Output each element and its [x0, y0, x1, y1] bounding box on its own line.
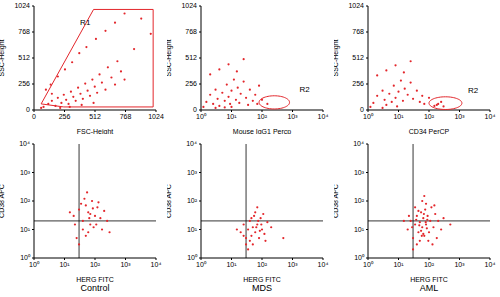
svg-text:10²: 10² — [257, 261, 268, 268]
svg-text:R2: R2 — [300, 85, 311, 94]
svg-text:10³: 10³ — [20, 169, 31, 176]
svg-text:FSC-Height: FSC-Height — [77, 128, 114, 134]
svg-text:768: 768 — [18, 28, 30, 35]
svg-text:CD34 PerCP: CD34 PerCP — [409, 128, 450, 134]
svg-text:Mouse IgG1 Percp: Mouse IgG1 Percp — [233, 128, 291, 134]
svg-text:0: 0 — [193, 106, 197, 113]
svg-text:768: 768 — [120, 113, 132, 120]
svg-text:10¹: 10¹ — [393, 113, 404, 120]
svg-text:HERG FITC: HERG FITC — [243, 276, 281, 282]
svg-text:10²: 10² — [20, 197, 31, 204]
svg-text:1024: 1024 — [181, 2, 197, 9]
svg-text:10¹: 10¹ — [226, 261, 237, 268]
svg-text:512: 512 — [185, 54, 197, 61]
svg-text:10³: 10³ — [454, 113, 465, 120]
svg-text:10⁰: 10⁰ — [363, 113, 374, 120]
svg-text:R2: R2 — [468, 86, 479, 95]
svg-text:10¹: 10¹ — [187, 226, 198, 233]
svg-text:10⁴: 10⁴ — [186, 140, 197, 147]
svg-text:10⁰: 10⁰ — [29, 261, 40, 268]
svg-text:10¹: 10¹ — [20, 226, 31, 233]
html-text:AML: AML — [419, 283, 439, 293]
svg-text:10¹: 10¹ — [59, 261, 70, 268]
svg-text:10²: 10² — [354, 197, 365, 204]
svg-text:256: 256 — [18, 80, 30, 87]
svg-text:HERG FITC: HERG FITC — [76, 276, 114, 282]
svg-text:10⁰: 10⁰ — [363, 261, 374, 268]
svg-text:10³: 10³ — [354, 169, 365, 176]
svg-text:10¹: 10¹ — [226, 113, 237, 120]
svg-text:10³: 10³ — [287, 113, 298, 120]
svg-text:10⁰: 10⁰ — [196, 261, 207, 268]
svg-text:512: 512 — [89, 113, 101, 120]
svg-text:1024: 1024 — [14, 2, 30, 9]
svg-text:10⁴: 10⁴ — [485, 261, 492, 268]
svg-text:10²: 10² — [424, 261, 435, 268]
svg-text:10⁴: 10⁴ — [485, 113, 492, 120]
svg-text:10⁴: 10⁴ — [318, 261, 329, 268]
svg-text:HERG FITC: HERG FITC — [410, 276, 448, 282]
svg-text:10³: 10³ — [454, 261, 465, 268]
svg-text:1024: 1024 — [148, 113, 164, 120]
svg-text:0: 0 — [26, 106, 30, 113]
svg-text:10³: 10³ — [120, 261, 131, 268]
svg-text:10²: 10² — [187, 197, 198, 204]
svg-text:0: 0 — [32, 113, 36, 120]
svg-text:768: 768 — [352, 28, 364, 35]
svg-text:10⁴: 10⁴ — [353, 140, 364, 147]
svg-text:10³: 10³ — [187, 169, 198, 176]
svg-text:10²: 10² — [90, 261, 101, 268]
svg-text:0: 0 — [360, 106, 364, 113]
svg-text:10⁴: 10⁴ — [151, 261, 162, 268]
svg-text:768: 768 — [185, 28, 197, 35]
svg-text:10⁰: 10⁰ — [196, 113, 207, 120]
svg-text:10²: 10² — [424, 113, 435, 120]
svg-text:10¹: 10¹ — [354, 226, 365, 233]
svg-text:10⁴: 10⁴ — [318, 113, 329, 120]
svg-text:1024: 1024 — [348, 2, 364, 9]
svg-text:SSC-Height: SSC-Height — [334, 39, 340, 76]
svg-text:10⁰: 10⁰ — [354, 254, 365, 261]
svg-text:R1: R1 — [80, 18, 91, 27]
svg-text:256: 256 — [185, 80, 197, 87]
svg-text:10⁰: 10⁰ — [20, 254, 31, 261]
html-text:Control: Control — [80, 283, 110, 293]
svg-text:256: 256 — [352, 80, 364, 87]
svg-text:10²: 10² — [257, 113, 268, 120]
svg-text:SSC-Height: SSC-Height — [167, 39, 173, 76]
svg-text:CD38 APC: CD38 APC — [167, 184, 172, 218]
svg-text:CD38 APC: CD38 APC — [334, 184, 339, 218]
html-text:MDS: MDS — [252, 283, 272, 293]
svg-text:10⁰: 10⁰ — [187, 254, 198, 261]
svg-text:512: 512 — [18, 54, 30, 61]
svg-text:10⁴: 10⁴ — [19, 140, 30, 147]
svg-text:10³: 10³ — [287, 261, 298, 268]
svg-text:512: 512 — [352, 54, 364, 61]
svg-text:10¹: 10¹ — [393, 261, 404, 268]
svg-text:256: 256 — [59, 113, 71, 120]
